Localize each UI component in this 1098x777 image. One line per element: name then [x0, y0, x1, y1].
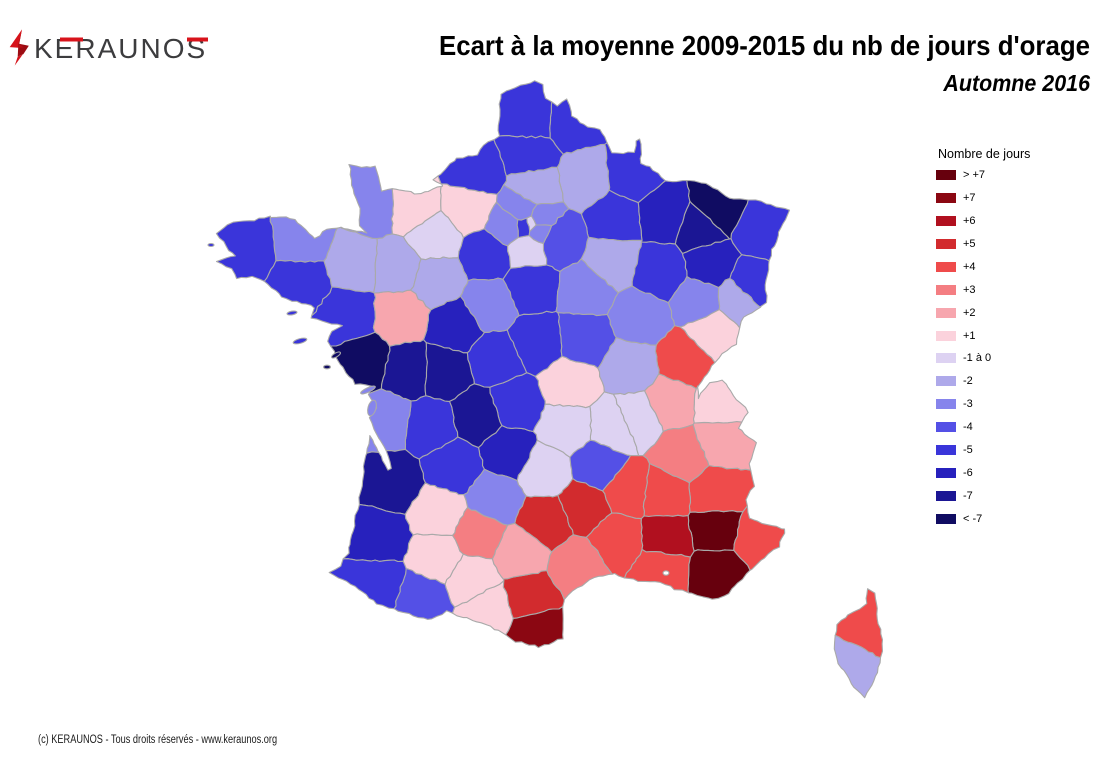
svg-text:KERAUNOS: KERAUNOS [34, 33, 207, 64]
